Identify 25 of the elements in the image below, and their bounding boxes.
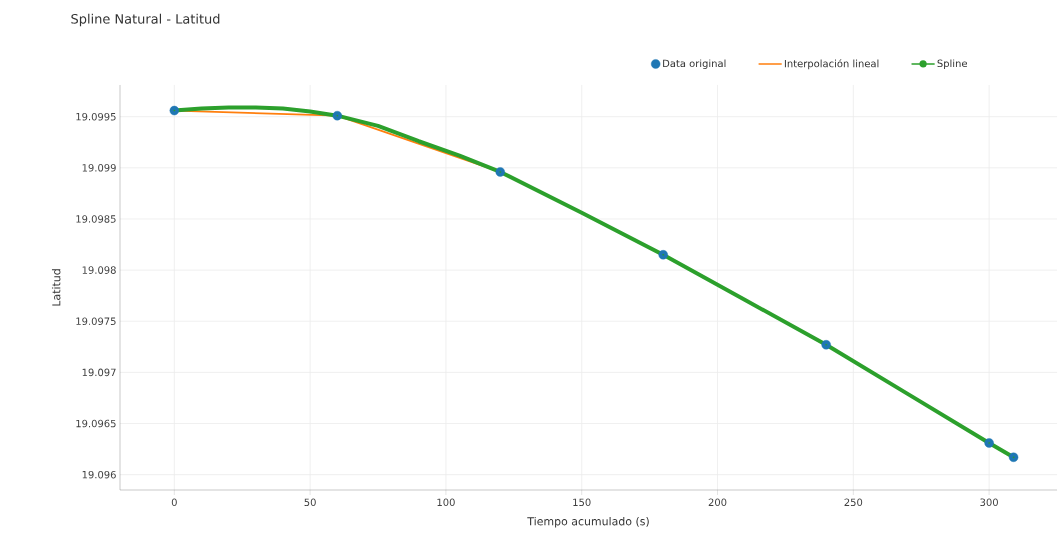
legend-label: Interpolación lineal <box>784 59 879 70</box>
y-tick-label: 19.0985 <box>76 215 116 223</box>
y-tick-label: 19.0995 <box>76 112 116 121</box>
y-axis-title: Latitud <box>51 269 61 306</box>
point <box>658 250 668 260</box>
chart-title: Spline Natural - Latitud <box>71 13 220 27</box>
legend-label: Spline <box>937 59 967 70</box>
y-tick-label: 19.099 <box>82 164 116 172</box>
y-tick-label: 19.0975 <box>76 317 116 326</box>
x-axis-title: Tiempo acumulado (s) <box>527 516 649 528</box>
point <box>495 167 505 177</box>
legend-label: Data original <box>663 59 726 70</box>
point <box>984 438 994 448</box>
y-tick-label: 19.0965 <box>76 419 116 428</box>
y-tick-label: 19.097 <box>82 368 116 377</box>
y-tick-label: 19.096 <box>82 470 116 479</box>
point <box>821 340 831 350</box>
x-tick-label: 0 <box>171 498 177 507</box>
x-tick-label: 250 <box>844 498 863 507</box>
x-tick-label: 300 <box>980 498 998 507</box>
x-tick-label: 200 <box>708 498 727 507</box>
x-tick-label: 150 <box>573 498 591 507</box>
x-tick-label: 100 <box>437 498 455 507</box>
x-tick-label: 50 <box>304 498 316 507</box>
y-tick-label: 19.098 <box>82 266 116 274</box>
